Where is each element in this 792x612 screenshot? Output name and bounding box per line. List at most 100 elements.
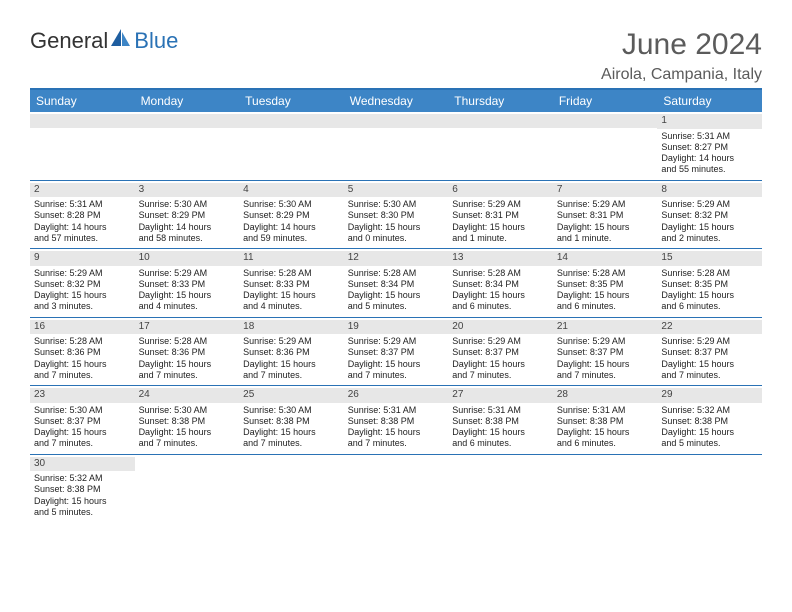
daylight-line-1: Daylight: 15 hours xyxy=(139,290,236,301)
day-number: 9 xyxy=(30,251,135,266)
sunset-line: Sunset: 8:37 PM xyxy=(557,347,654,358)
day-number: 14 xyxy=(553,251,658,266)
daylight-line-1: Daylight: 14 hours xyxy=(661,153,758,164)
daylight-line-2: and 7 minutes. xyxy=(557,370,654,381)
day-number: 27 xyxy=(448,388,553,403)
day-cell xyxy=(135,112,240,180)
day-cell: 12Sunrise: 5:28 AMSunset: 8:34 PMDayligh… xyxy=(344,249,449,317)
sunrise-line: Sunrise: 5:29 AM xyxy=(34,268,131,279)
day-number: 16 xyxy=(30,320,135,335)
day-cell xyxy=(239,112,344,180)
daylight-line-1: Daylight: 15 hours xyxy=(661,359,758,370)
sunset-line: Sunset: 8:36 PM xyxy=(243,347,340,358)
sunrise-line: Sunrise: 5:30 AM xyxy=(139,405,236,416)
sunset-line: Sunset: 8:37 PM xyxy=(348,347,445,358)
daylight-line-1: Daylight: 15 hours xyxy=(348,290,445,301)
day-cell: 8Sunrise: 5:29 AMSunset: 8:32 PMDaylight… xyxy=(657,181,762,249)
daylight-line-1: Daylight: 15 hours xyxy=(348,359,445,370)
day-cell: 20Sunrise: 5:29 AMSunset: 8:37 PMDayligh… xyxy=(448,318,553,386)
empty-day-bar xyxy=(448,114,553,128)
day-number: 15 xyxy=(657,251,762,266)
weekday-thursday: Thursday xyxy=(448,90,553,112)
sunrise-line: Sunrise: 5:31 AM xyxy=(348,405,445,416)
sunrise-line: Sunrise: 5:29 AM xyxy=(557,336,654,347)
sunset-line: Sunset: 8:35 PM xyxy=(661,279,758,290)
sunset-line: Sunset: 8:38 PM xyxy=(348,416,445,427)
day-cell: 5Sunrise: 5:30 AMSunset: 8:30 PMDaylight… xyxy=(344,181,449,249)
logo: General Blue xyxy=(30,28,178,54)
sunrise-line: Sunrise: 5:29 AM xyxy=(661,199,758,210)
day-cell: 16Sunrise: 5:28 AMSunset: 8:36 PMDayligh… xyxy=(30,318,135,386)
day-cell: 27Sunrise: 5:31 AMSunset: 8:38 PMDayligh… xyxy=(448,386,553,454)
sail-icon xyxy=(110,28,132,54)
calendar-week: 16Sunrise: 5:28 AMSunset: 8:36 PMDayligh… xyxy=(30,318,762,387)
day-cell: 15Sunrise: 5:28 AMSunset: 8:35 PMDayligh… xyxy=(657,249,762,317)
sunrise-line: Sunrise: 5:28 AM xyxy=(34,336,131,347)
daylight-line-2: and 7 minutes. xyxy=(243,438,340,449)
sunset-line: Sunset: 8:31 PM xyxy=(557,210,654,221)
daylight-line-1: Daylight: 15 hours xyxy=(34,359,131,370)
day-number: 25 xyxy=(239,388,344,403)
sunrise-line: Sunrise: 5:29 AM xyxy=(348,336,445,347)
sunset-line: Sunset: 8:34 PM xyxy=(452,279,549,290)
weekday-saturday: Saturday xyxy=(657,90,762,112)
sunset-line: Sunset: 8:37 PM xyxy=(34,416,131,427)
sunrise-line: Sunrise: 5:31 AM xyxy=(452,405,549,416)
sunrise-line: Sunrise: 5:28 AM xyxy=(243,268,340,279)
day-number: 4 xyxy=(239,183,344,198)
sunset-line: Sunset: 8:33 PM xyxy=(243,279,340,290)
day-number: 11 xyxy=(239,251,344,266)
sunrise-line: Sunrise: 5:29 AM xyxy=(139,268,236,279)
day-cell xyxy=(657,455,762,523)
sunset-line: Sunset: 8:36 PM xyxy=(34,347,131,358)
day-cell: 11 Sunrise: 5:28 AMSunset: 8:33 PMDayligh… xyxy=(239,249,344,317)
calendar-week: 9Sunrise: 5:29 AMSunset: 8:32 PMDaylight… xyxy=(30,249,762,318)
day-cell xyxy=(553,455,658,523)
title-block: June 2024 Airola, Campania, Italy xyxy=(601,28,762,84)
day-number: 30 xyxy=(30,457,135,472)
sunset-line: Sunset: 8:30 PM xyxy=(348,210,445,221)
day-cell: 21Sunrise: 5:29 AMSunset: 8:37 PMDayligh… xyxy=(553,318,658,386)
sunrise-line: Sunrise: 5:28 AM xyxy=(557,268,654,279)
sunrise-line: Sunrise: 5:30 AM xyxy=(34,405,131,416)
daylight-line-1: Daylight: 15 hours xyxy=(243,290,340,301)
sunset-line: Sunset: 8:32 PM xyxy=(661,210,758,221)
daylight-line-1: Daylight: 15 hours xyxy=(243,427,340,438)
day-number: 10 xyxy=(135,251,240,266)
daylight-line-1: Daylight: 15 hours xyxy=(243,359,340,370)
daylight-line-2: and 7 minutes. xyxy=(452,370,549,381)
sunrise-line: Sunrise: 5:28 AM xyxy=(139,336,236,347)
day-number: 24 xyxy=(135,388,240,403)
daylight-line-1: Daylight: 15 hours xyxy=(452,359,549,370)
weekday-tuesday: Tuesday xyxy=(239,90,344,112)
sunrise-line: Sunrise: 5:29 AM xyxy=(452,336,549,347)
day-number: 3 xyxy=(135,183,240,198)
daylight-line-2: and 57 minutes. xyxy=(34,233,131,244)
day-number: 17 xyxy=(135,320,240,335)
daylight-line-1: Daylight: 15 hours xyxy=(557,222,654,233)
daylight-line-1: Daylight: 15 hours xyxy=(348,427,445,438)
calendar-week: 30Sunrise: 5:32 AMSunset: 8:38 PMDayligh… xyxy=(30,455,762,523)
sunset-line: Sunset: 8:31 PM xyxy=(452,210,549,221)
daylight-line-2: and 1 minute. xyxy=(557,233,654,244)
sunrise-line: Sunrise: 5:32 AM xyxy=(661,405,758,416)
daylight-line-1: Daylight: 15 hours xyxy=(661,222,758,233)
day-number: 26 xyxy=(344,388,449,403)
daylight-line-2: and 3 minutes. xyxy=(34,301,131,312)
daylight-line-1: Daylight: 15 hours xyxy=(34,290,131,301)
sunrise-line: Sunrise: 5:29 AM xyxy=(452,199,549,210)
sunset-line: Sunset: 8:37 PM xyxy=(452,347,549,358)
daylight-line-1: Daylight: 15 hours xyxy=(348,222,445,233)
day-number: 5 xyxy=(344,183,449,198)
daylight-line-2: and 4 minutes. xyxy=(139,301,236,312)
location: Airola, Campania, Italy xyxy=(601,66,762,84)
empty-day-bar xyxy=(344,114,449,128)
daylight-line-2: and 2 minutes. xyxy=(661,233,758,244)
day-number: 13 xyxy=(448,251,553,266)
day-number: 22 xyxy=(657,320,762,335)
daylight-line-1: Daylight: 15 hours xyxy=(661,290,758,301)
sunset-line: Sunset: 8:38 PM xyxy=(139,416,236,427)
day-cell: 23Sunrise: 5:30 AMSunset: 8:37 PMDayligh… xyxy=(30,386,135,454)
day-number: 2 xyxy=(30,183,135,198)
day-number: 19 xyxy=(344,320,449,335)
